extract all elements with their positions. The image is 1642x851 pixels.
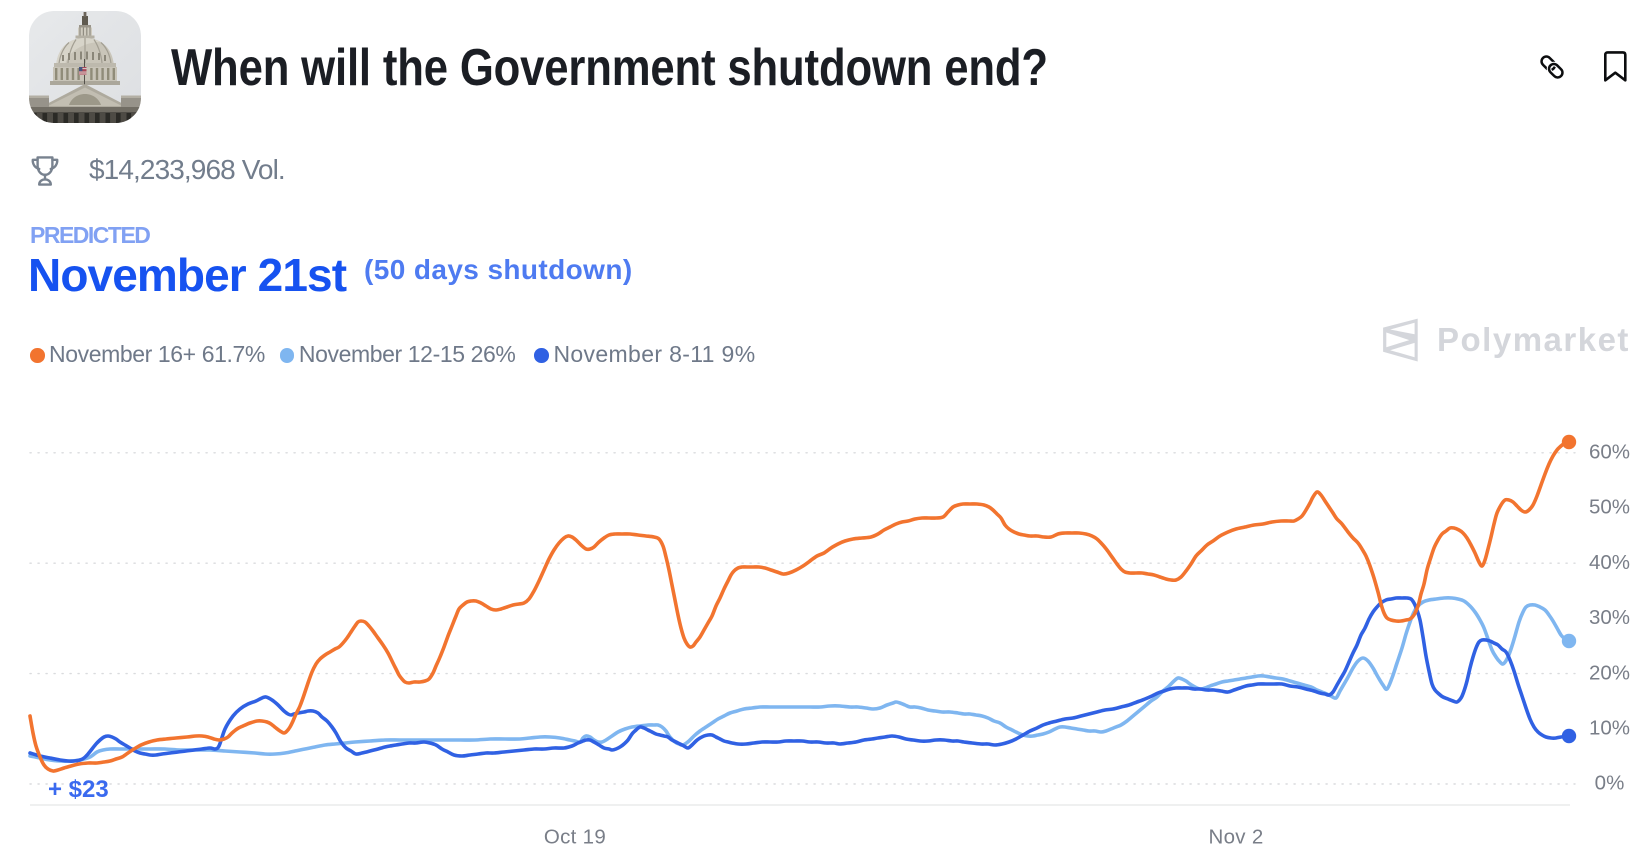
svg-text:+ $23: + $23 [48,776,109,803]
svg-text:0%: 0% [1595,772,1625,795]
svg-text:Oct 19: Oct 19 [544,826,606,849]
svg-text:10%: 10% [1589,717,1630,740]
svg-text:40%: 40% [1589,551,1630,574]
svg-text:50%: 50% [1589,496,1630,519]
svg-text:Nov 2: Nov 2 [1208,826,1263,849]
svg-text:60%: 60% [1589,441,1630,464]
svg-text:30%: 30% [1589,606,1630,629]
svg-text:20%: 20% [1589,661,1630,684]
